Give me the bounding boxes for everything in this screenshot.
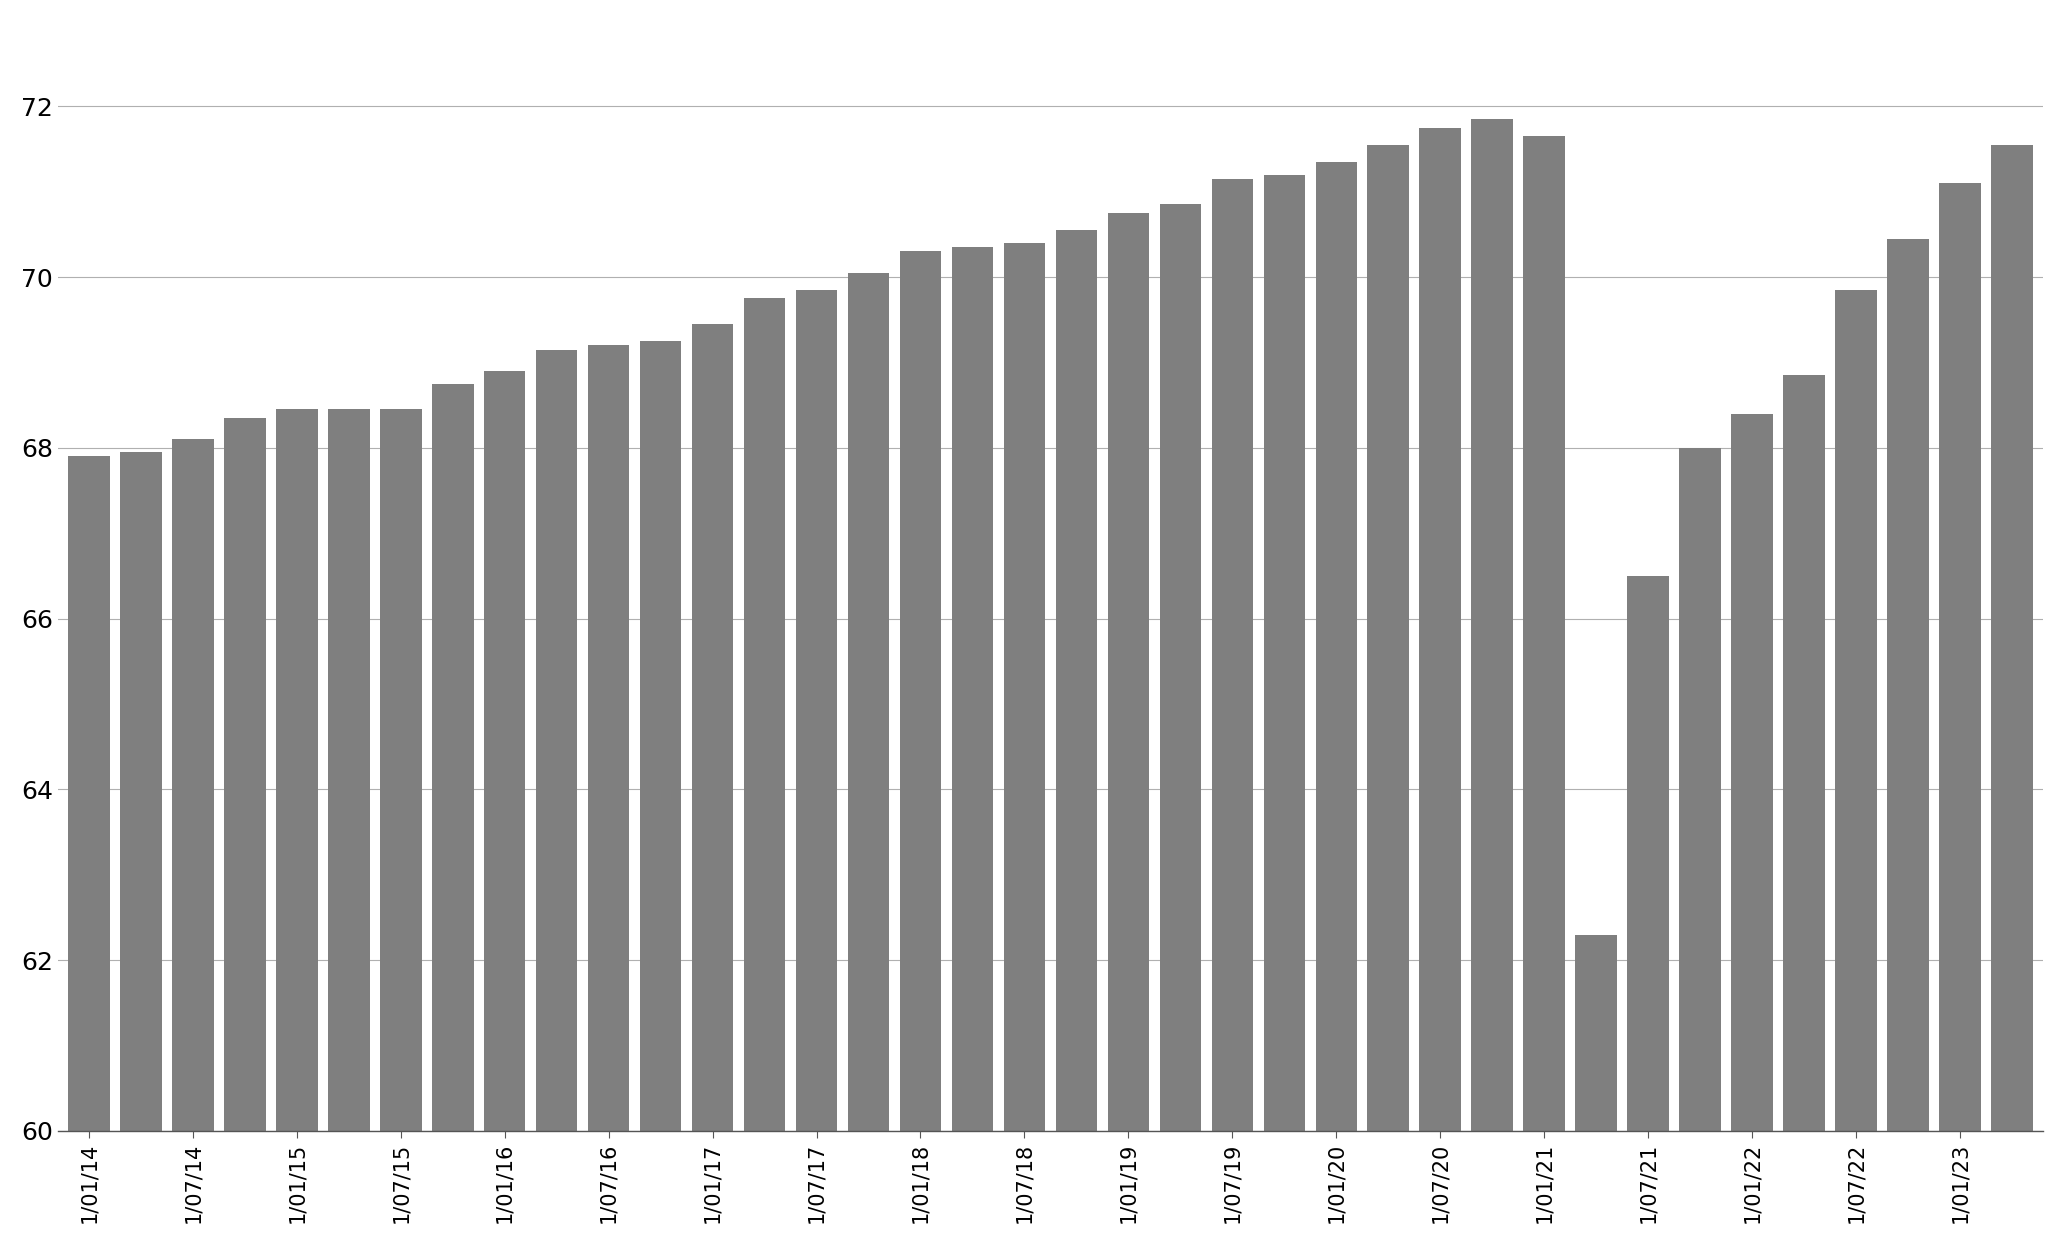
Bar [1055, 230, 1098, 1244]
Bar [1263, 174, 1304, 1244]
Bar [1523, 136, 1565, 1244]
Bar [1940, 183, 1981, 1244]
Bar [483, 371, 526, 1244]
Bar [1732, 414, 1773, 1244]
Bar [952, 248, 993, 1244]
Bar [225, 418, 266, 1244]
Bar [588, 346, 630, 1244]
Bar [1212, 179, 1253, 1244]
Bar [171, 439, 213, 1244]
Bar [743, 299, 786, 1244]
Bar [900, 251, 941, 1244]
Bar [328, 409, 369, 1244]
Bar [1992, 144, 2033, 1244]
Bar [431, 383, 473, 1244]
Bar [1315, 162, 1358, 1244]
Bar [1472, 119, 1513, 1244]
Bar [380, 409, 421, 1244]
Bar [277, 409, 318, 1244]
Bar [1368, 144, 1410, 1244]
Bar [537, 350, 578, 1244]
Bar [120, 452, 161, 1244]
Bar [1420, 128, 1461, 1244]
Bar [1835, 290, 1876, 1244]
Bar [1003, 243, 1044, 1244]
Bar [1783, 376, 1825, 1244]
Bar [848, 272, 890, 1244]
Bar [1626, 576, 1670, 1244]
Bar [797, 290, 838, 1244]
Bar [1680, 448, 1721, 1244]
Bar [1108, 213, 1150, 1244]
Bar [1160, 204, 1201, 1244]
Bar [640, 341, 681, 1244]
Bar [691, 323, 733, 1244]
Bar [1575, 934, 1616, 1244]
Bar [68, 457, 109, 1244]
Bar [1886, 239, 1930, 1244]
